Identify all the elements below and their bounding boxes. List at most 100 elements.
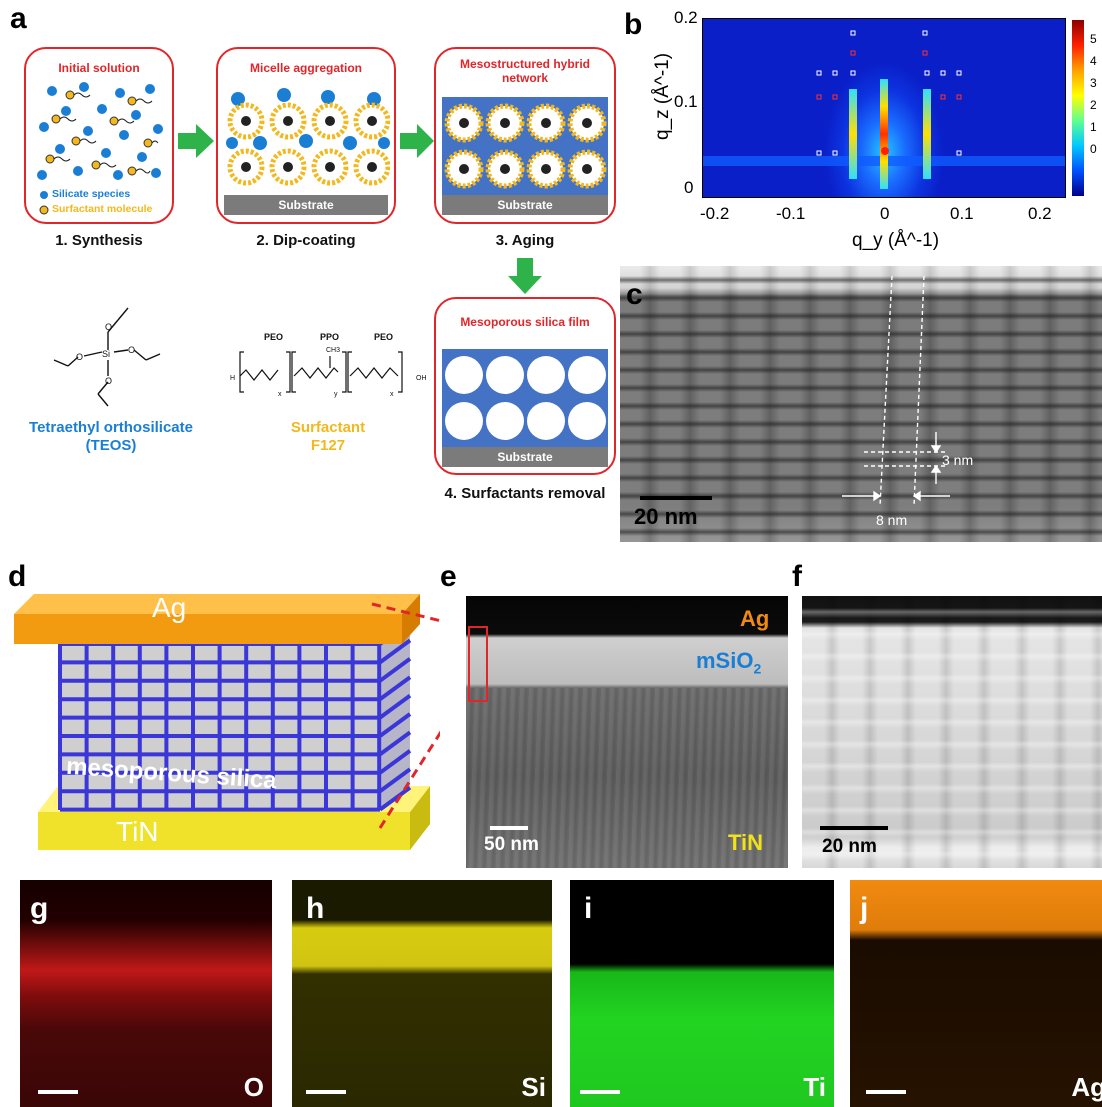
arrow-right-icon — [178, 124, 214, 158]
colorbar-ticks: 5 4 3 2 1 0 — [1090, 22, 1097, 166]
xtick-neg0.2: -0.2 — [700, 204, 730, 223]
label-msio2: mSiO2 — [696, 648, 761, 676]
ti-signal — [570, 880, 834, 1107]
oh-label: OH — [416, 375, 427, 382]
svg-text:O: O — [76, 352, 83, 362]
initial-solution-title: Initial solution — [58, 61, 140, 75]
scale-label-c: 20 nm — [634, 504, 698, 529]
colorbar — [1072, 20, 1084, 196]
lattice-line — [378, 675, 412, 701]
svg-text:O: O — [128, 345, 135, 355]
initial-solution-box: Initial solution Silicate species Surfac… — [24, 47, 174, 224]
si-signal — [292, 880, 552, 1107]
lattice-line — [378, 749, 412, 775]
label-ag: Ag — [152, 592, 187, 623]
o-signal — [20, 880, 272, 1107]
legend-silicate-label: Silicate species — [52, 188, 131, 200]
caption-step3: 3. Aging — [495, 232, 555, 249]
tem-cross-section-f: 20 nm — [802, 596, 1102, 868]
panel-label-c: c — [626, 278, 643, 311]
scale-label-f: 20 nm — [822, 836, 877, 857]
caption-step1: 1. Synthesis — [55, 232, 143, 249]
ch3-label: CH3 — [326, 347, 340, 354]
scale-bar — [490, 826, 528, 830]
micelle-array — [444, 103, 607, 189]
xtick-0.1: 0.1 — [950, 204, 974, 223]
xtick-0: 0 — [880, 204, 890, 223]
mesoporous-film-title: Mesoporous silica film — [460, 315, 590, 329]
tem-cross-section-c: c 3 nm 8 nm 20 nm — [620, 266, 1102, 542]
panel-label-g: g — [30, 892, 49, 925]
micelle-aggregation-box: Micelle aggregation Substrate — [216, 47, 396, 224]
pore-array — [445, 356, 606, 440]
arrow-down-icon — [508, 258, 542, 294]
scale-bar — [866, 1090, 906, 1094]
label-tin-e: TiN — [728, 830, 764, 855]
specular-rod — [880, 79, 888, 189]
micelle-illustration — [226, 88, 390, 186]
substrate-step2: Substrate — [224, 195, 388, 215]
x-sub-1: x — [278, 391, 282, 398]
hybrid-network-title: Mesostructured hybrid network — [459, 57, 591, 85]
caption-step2: 2. Dip-coating — [256, 232, 356, 249]
scale-bar — [820, 826, 888, 830]
panel-label-j: j — [860, 892, 869, 925]
tem-cross-section-e: Ag mSiO2 TiN 50 nm — [466, 596, 788, 868]
mesoporous-film-box: Mesoporous silica film Substrate — [434, 297, 616, 475]
gisaxs-ylabel: q_z (Å^-1) — [652, 52, 673, 140]
ytick-0.1: 0.1 — [674, 92, 698, 111]
h-label: H — [230, 375, 235, 382]
cbar-tick: 2 — [1090, 98, 1097, 112]
lattice-line — [378, 785, 412, 812]
panel-label-a: a — [10, 2, 27, 35]
ytick-0.2: 0.2 — [674, 8, 698, 27]
label-tin: TiN — [116, 816, 159, 847]
lattice-line — [378, 693, 412, 720]
scale-bar — [640, 496, 712, 500]
gisaxs-xlabel: q_y (Å^-1) — [852, 230, 940, 251]
substrate-step3: Substrate — [442, 195, 608, 215]
substrate-step4: Substrate — [442, 447, 608, 467]
direct-spot — [881, 147, 889, 155]
eds-map-si: h Si — [292, 880, 552, 1107]
msio2-subscript: 2 — [753, 660, 762, 677]
gisaxs-pattern — [702, 18, 1066, 198]
dimension-lines — [842, 275, 950, 507]
device-schematic — [14, 594, 440, 850]
ppo-label: PPO — [320, 332, 339, 342]
eds-map-o: g O — [20, 880, 272, 1107]
element-label-ag: Ag — [1071, 1072, 1102, 1102]
svg-text:O: O — [105, 322, 112, 332]
si-atom: Si — [102, 349, 110, 359]
scale-bar — [38, 1090, 78, 1094]
panel-label-d: d — [8, 560, 27, 593]
eds-map-ag: j Ag — [850, 880, 1102, 1107]
lattice-line — [378, 767, 412, 793]
scale-label-e: 50 nm — [484, 834, 539, 855]
solution-illustration — [37, 82, 163, 180]
lattice-line — [378, 638, 412, 665]
micelle-aggregation-title: Micelle aggregation — [249, 61, 363, 75]
lattice-line — [378, 657, 412, 683]
teos-name: Tetraethyl orthosilicate — [29, 419, 193, 436]
panel-label-e: e — [440, 560, 457, 593]
label-ag-e: Ag — [740, 606, 770, 631]
legend-surfactant-label: Surfactant molecule — [52, 203, 153, 215]
element-label-o: O — [243, 1072, 264, 1102]
cbar-tick: 0 — [1090, 142, 1097, 156]
svg-text:O: O — [105, 376, 112, 386]
y-sub: y — [334, 391, 338, 398]
xtick-0.2: 0.2 — [1028, 204, 1052, 223]
arrow-right-icon — [400, 124, 434, 158]
dim-3nm: 3 nm — [942, 452, 974, 468]
cbar-tick: 1 — [1090, 120, 1097, 134]
panel-label-h: h — [306, 892, 325, 925]
panel-label-f: f — [792, 560, 802, 593]
ag-signal — [850, 880, 1102, 1107]
msio2-text: mSiO — [696, 648, 754, 673]
dim-8nm: 8 nm — [876, 512, 908, 528]
x-sub-2: x — [390, 391, 394, 398]
lattice-line — [378, 730, 412, 757]
ytick-0: 0 — [684, 178, 694, 197]
legend-icons — [39, 191, 49, 215]
